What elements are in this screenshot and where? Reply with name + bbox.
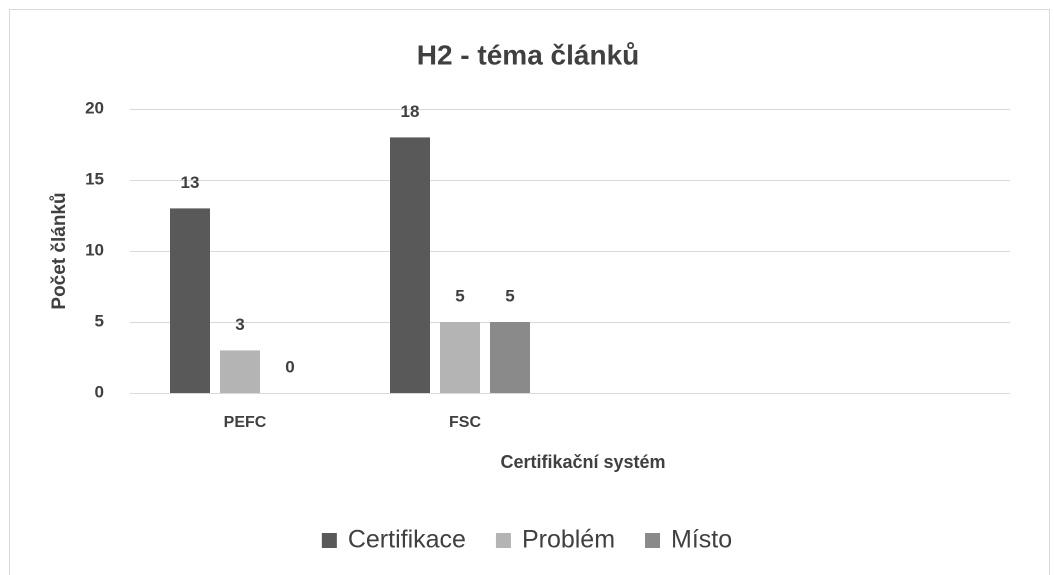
data-label: 0 [285,357,294,376]
legend-swatch [645,533,661,548]
bar [390,137,430,393]
bar [220,350,260,393]
x-tick-label: FSC [449,414,481,431]
legend-swatch [495,533,511,548]
data-label: 3 [235,315,244,334]
y-tick-label: 15 [85,169,104,188]
data-label: 13 [181,173,200,192]
data-label: 5 [505,286,514,305]
chart-border [9,9,1050,575]
bar [490,322,530,393]
x-axis-label: Certifikační systém [500,452,665,472]
y-tick-label: 10 [85,240,104,259]
y-tick-label: 0 [95,382,104,401]
x-tick-label: PEFC [224,414,267,431]
chart-title: H2 - téma článků [417,39,640,70]
data-label: 18 [401,102,420,121]
y-axis-label: Počet článků [49,192,70,309]
legend-label: Problém [522,526,615,554]
legend-label: Místo [671,526,732,554]
legend-label: Certifikace [348,526,466,554]
y-tick-label: 5 [95,311,104,330]
data-label: 5 [455,286,464,305]
y-tick-label: 20 [85,98,104,117]
bar [440,322,480,393]
bar [170,208,210,393]
legend-swatch [321,533,337,548]
